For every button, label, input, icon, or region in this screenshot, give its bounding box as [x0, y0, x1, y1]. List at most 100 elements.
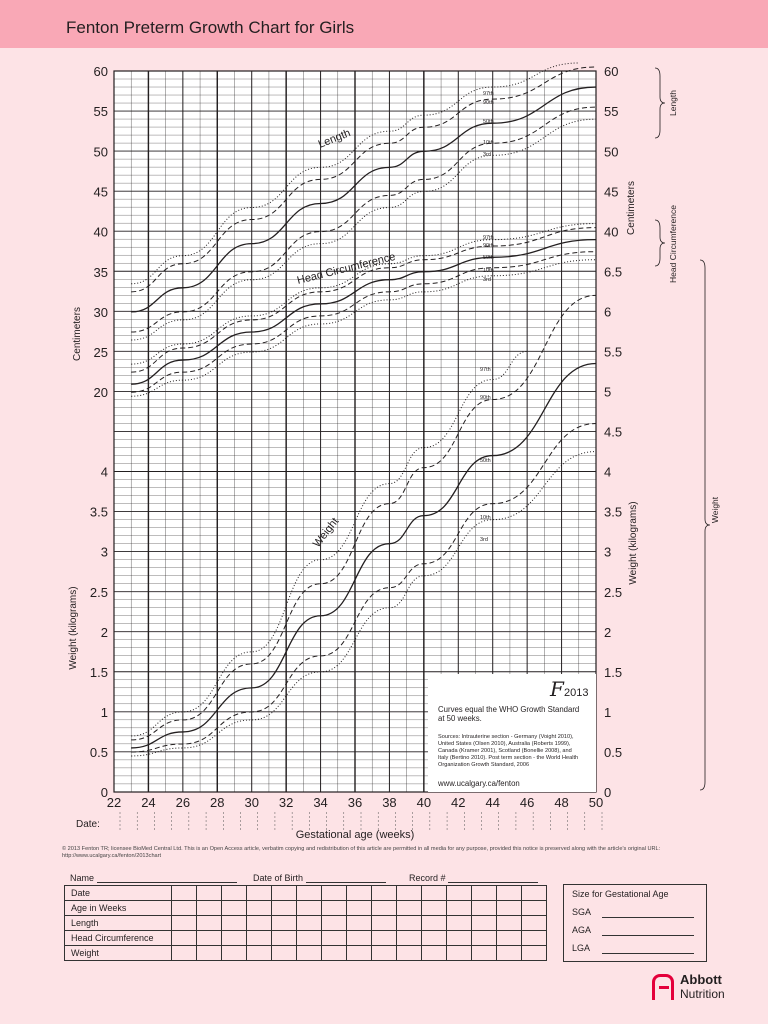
dob-field[interactable]: Date of Birth	[253, 872, 386, 883]
table-cell[interactable]	[346, 945, 372, 961]
sga-row[interactable]: SGA	[572, 907, 694, 918]
x-tick-label: 38	[382, 795, 396, 810]
table-cell[interactable]	[321, 930, 347, 946]
table-cell[interactable]	[196, 900, 222, 916]
table-cell[interactable]	[246, 885, 272, 901]
table-cell[interactable]	[296, 915, 322, 931]
name-field[interactable]: Name	[70, 872, 237, 883]
table-cell[interactable]	[221, 885, 247, 901]
table-cell[interactable]	[171, 915, 197, 931]
table-cell[interactable]	[321, 945, 347, 961]
table-cell[interactable]	[321, 915, 347, 931]
table-cell[interactable]	[346, 900, 372, 916]
sga-blank[interactable]	[602, 917, 694, 918]
table-cell[interactable]	[521, 945, 547, 961]
table-cell[interactable]	[446, 915, 472, 931]
table-cell[interactable]	[271, 915, 297, 931]
table-cell[interactable]	[296, 885, 322, 901]
curve-length-10th	[131, 106, 597, 333]
table-cell[interactable]	[421, 900, 447, 916]
table-cell[interactable]	[446, 885, 472, 901]
table-cell[interactable]	[221, 945, 247, 961]
table-cell[interactable]	[196, 885, 222, 901]
lga-row[interactable]: LGA	[572, 943, 694, 954]
table-cell[interactable]	[421, 930, 447, 946]
table-cell[interactable]	[396, 945, 422, 961]
table-cell[interactable]	[521, 885, 547, 901]
table-cell[interactable]	[471, 915, 497, 931]
table-cell[interactable]	[396, 900, 422, 916]
name-blank[interactable]	[96, 872, 237, 883]
table-cell[interactable]	[171, 945, 197, 961]
table-cell[interactable]	[371, 900, 397, 916]
table-cell[interactable]	[346, 885, 372, 901]
aga-row[interactable]: AGA	[572, 925, 694, 936]
table-cell[interactable]	[421, 945, 447, 961]
left-cm-tick: 20	[94, 385, 108, 400]
record-blank[interactable]	[448, 872, 539, 883]
table-cell[interactable]	[521, 930, 547, 946]
table-cell[interactable]	[196, 945, 222, 961]
table-cell[interactable]	[246, 945, 272, 961]
table-cell[interactable]	[471, 885, 497, 901]
table-cell[interactable]	[471, 930, 497, 946]
table-cell[interactable]	[371, 915, 397, 931]
table-cell[interactable]	[196, 915, 222, 931]
bracket-label: Head Circumference	[668, 205, 678, 283]
left-kg-tick: 0	[101, 785, 108, 800]
table-cell[interactable]	[471, 900, 497, 916]
table-cell[interactable]	[421, 915, 447, 931]
table-cell[interactable]	[496, 915, 522, 931]
table-cell[interactable]	[346, 930, 372, 946]
page-title: Fenton Preterm Growth Chart for Girls	[66, 18, 355, 37]
table-cell[interactable]	[171, 930, 197, 946]
record-field[interactable]: Record #	[409, 872, 539, 883]
table-cell[interactable]	[321, 900, 347, 916]
table-cell[interactable]	[271, 945, 297, 961]
percentile-label: 50th	[483, 255, 494, 261]
table-cell[interactable]	[346, 915, 372, 931]
table-cell[interactable]	[296, 930, 322, 946]
table-cell[interactable]	[446, 900, 472, 916]
table-cell[interactable]	[296, 945, 322, 961]
table-cell[interactable]	[496, 945, 522, 961]
table-cell[interactable]	[396, 885, 422, 901]
table-cell[interactable]	[246, 915, 272, 931]
table-cell[interactable]	[221, 900, 247, 916]
right-cm-tick: 40	[604, 225, 618, 240]
table-cell[interactable]	[521, 900, 547, 916]
right-cm-tick: 45	[604, 184, 618, 199]
table-cell[interactable]	[371, 930, 397, 946]
table-cell[interactable]	[446, 945, 472, 961]
table-cell[interactable]	[296, 900, 322, 916]
right-kg-tick: 6.5	[604, 264, 622, 279]
right-kg-tick: 3.5	[604, 505, 622, 520]
table-cell[interactable]	[396, 930, 422, 946]
table-cell[interactable]	[271, 885, 297, 901]
table-cell[interactable]	[171, 900, 197, 916]
aga-blank[interactable]	[602, 935, 694, 936]
table-cell[interactable]	[271, 930, 297, 946]
table-cell[interactable]	[246, 900, 272, 916]
table-cell[interactable]	[521, 915, 547, 931]
table-cell[interactable]	[471, 945, 497, 961]
table-cell[interactable]	[196, 930, 222, 946]
table-cell[interactable]	[371, 945, 397, 961]
table-cell[interactable]	[496, 885, 522, 901]
table-cell[interactable]	[371, 885, 397, 901]
table-cell[interactable]	[421, 885, 447, 901]
table-cell[interactable]	[396, 915, 422, 931]
curve-weight-90th	[131, 294, 597, 741]
table-cell[interactable]	[221, 915, 247, 931]
dob-blank[interactable]	[305, 872, 386, 883]
table-cell[interactable]	[171, 885, 197, 901]
table-cell[interactable]	[271, 900, 297, 916]
table-cell[interactable]	[246, 930, 272, 946]
table-cell[interactable]	[496, 900, 522, 916]
table-cell[interactable]	[321, 885, 347, 901]
table-cell[interactable]	[446, 930, 472, 946]
annotation-line: Italy (Bertino 2010). Post term section …	[438, 755, 578, 761]
table-cell[interactable]	[496, 930, 522, 946]
table-cell[interactable]	[221, 930, 247, 946]
lga-blank[interactable]	[602, 953, 694, 954]
